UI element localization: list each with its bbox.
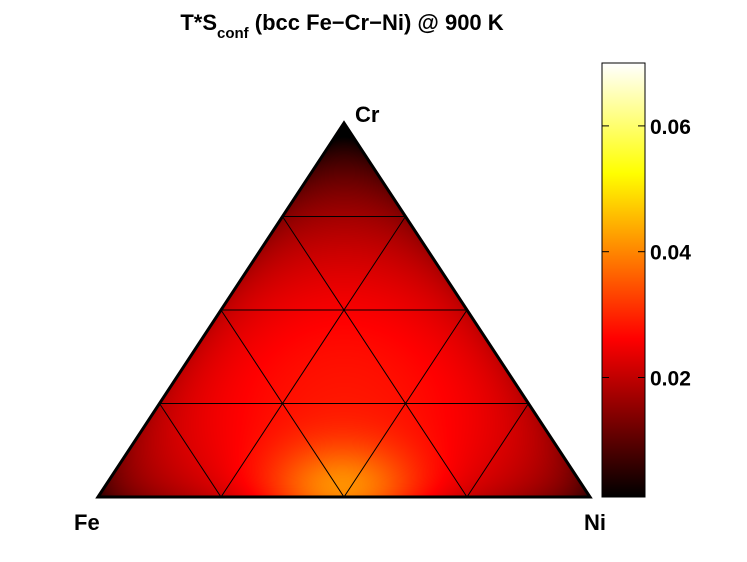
colorbar-ticks: 0.02 0.04 0.06 bbox=[602, 116, 691, 390]
title-subscript: conf bbox=[217, 25, 250, 42]
ternary-grid bbox=[159, 216, 529, 498]
grid-line-ni bbox=[466, 403, 529, 498]
title-prefix: T*S bbox=[180, 10, 217, 35]
colorbar bbox=[601, 62, 646, 498]
colorbar-tick-label: 0.06 bbox=[650, 116, 691, 139]
grid-line-fe bbox=[220, 309, 345, 498]
colorbar-tick-label: 0.04 bbox=[650, 242, 691, 265]
chart-title: T*Sconf (bcc Fe−Cr−Ni) @ 900 K bbox=[180, 10, 503, 42]
vertex-label-cr: Cr bbox=[355, 102, 380, 127]
vertex-label-fe: Fe bbox=[74, 510, 100, 535]
grid-line-ni bbox=[220, 216, 406, 498]
title-suffix: (bcc Fe−Cr−Ni) @ 900 K bbox=[249, 10, 504, 35]
vertex-label-ni: Ni bbox=[584, 510, 606, 535]
grid-line-fe bbox=[159, 403, 222, 498]
triangle-outline bbox=[95, 120, 593, 499]
grid-line-ni bbox=[343, 309, 468, 498]
grid-line-fe bbox=[282, 216, 468, 498]
colorbar-tick-label: 0.02 bbox=[650, 367, 691, 390]
